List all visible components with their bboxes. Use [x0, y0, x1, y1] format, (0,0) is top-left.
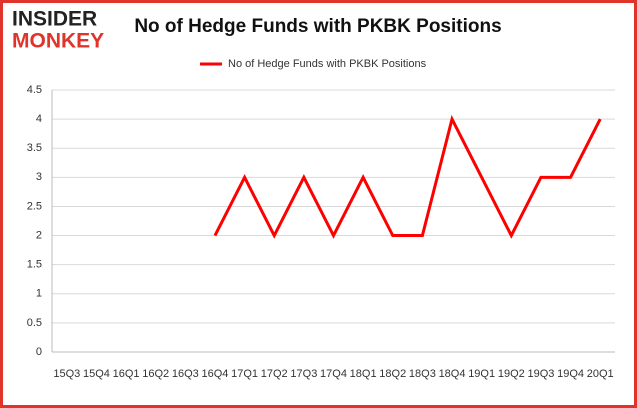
y-tick-label: 2.5 [27, 200, 42, 212]
y-tick-label: 3 [36, 171, 42, 183]
y-tick-label: 0.5 [27, 317, 42, 329]
x-tick-label: 18Q1 [350, 368, 377, 380]
logo-bottom: MONKEY [12, 30, 104, 53]
x-tick-label: 20Q1 [587, 368, 614, 380]
x-tick-label: 16Q3 [172, 368, 199, 380]
x-tick-label: 15Q4 [83, 368, 110, 380]
x-tick-label: 17Q1 [231, 368, 258, 380]
x-tick-label: 18Q4 [439, 368, 466, 380]
logo-top: INSIDER [12, 8, 97, 31]
x-tick-label: 19Q2 [498, 368, 525, 380]
x-tick-label: 16Q2 [142, 368, 169, 380]
x-tick-label: 18Q2 [379, 368, 406, 380]
x-tick-label: 15Q3 [53, 368, 80, 380]
legend-label: No of Hedge Funds with PKBK Positions [228, 58, 427, 70]
x-tick-label: 18Q3 [409, 368, 436, 380]
chart-title: No of Hedge Funds with PKBK Positions [134, 16, 501, 37]
y-tick-label: 0 [36, 346, 42, 358]
x-tick-label: 19Q4 [557, 368, 584, 380]
x-tick-label: 17Q3 [290, 368, 317, 380]
x-tick-label: 16Q1 [113, 368, 140, 380]
y-tick-label: 1.5 [27, 259, 42, 271]
y-tick-label: 1 [36, 288, 42, 300]
x-tick-label: 19Q3 [527, 368, 554, 380]
y-tick-label: 4.5 [27, 84, 42, 96]
y-tick-label: 2 [36, 229, 42, 241]
y-tick-label: 3.5 [27, 142, 42, 154]
y-tick-label: 4 [36, 113, 42, 125]
x-tick-label: 19Q1 [468, 368, 495, 380]
data-line [213, 114, 602, 239]
x-tick-label: 17Q4 [320, 368, 347, 380]
x-tick-label: 16Q4 [202, 368, 229, 380]
x-tick-label: 17Q2 [261, 368, 288, 380]
